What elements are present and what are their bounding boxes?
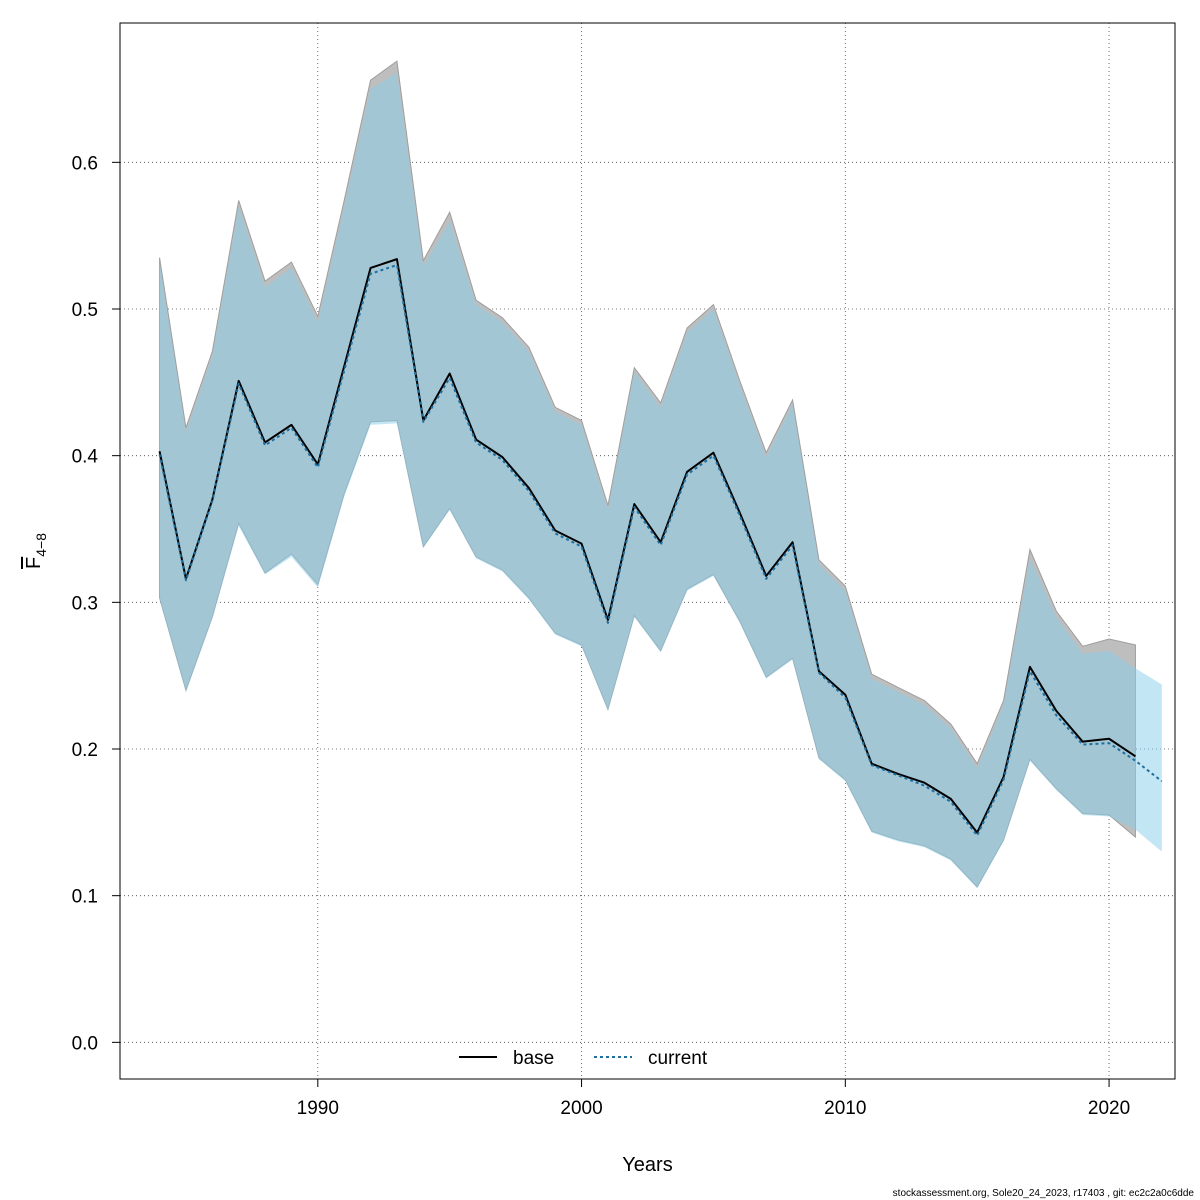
plot-frame bbox=[119, 22, 1176, 1080]
footer-note: stockassessment.org, Sole20_24_2023, r17… bbox=[893, 1188, 1195, 1199]
y-tick-label: 0.5 bbox=[72, 300, 98, 321]
legend: base current bbox=[459, 1048, 708, 1069]
x-axis-title: Years bbox=[622, 1154, 672, 1176]
svg-text:F4−8: F4−8 bbox=[23, 533, 49, 569]
x-tick-label: 2000 bbox=[560, 1098, 602, 1119]
series-lines bbox=[158, 258, 1163, 837]
y-tick-label: 0.0 bbox=[72, 1033, 98, 1054]
x-tick-label: 1990 bbox=[297, 1098, 339, 1119]
y-tick-label: 0.3 bbox=[72, 593, 98, 614]
y-axis-title: F4−8 bbox=[23, 533, 49, 569]
y-axis-title-subscript: 4−8 bbox=[33, 533, 49, 557]
y-tick-label: 0.1 bbox=[72, 887, 98, 908]
x-tick-label: 2010 bbox=[824, 1098, 866, 1119]
confidence-bands bbox=[159, 60, 1162, 889]
y-axis: 0.0 0.1 0.2 0.3 0.4 0.5 0.6 bbox=[72, 153, 120, 1054]
legend-base-label: base bbox=[513, 1048, 554, 1069]
y-tick-label: 0.6 bbox=[72, 153, 98, 174]
confidence-band-current bbox=[159, 72, 1162, 889]
y-tick-label: 0.4 bbox=[72, 447, 99, 468]
legend-current-label: current bbox=[648, 1048, 708, 1069]
y-axis-title-main: F bbox=[23, 557, 45, 569]
y-tick-label: 0.2 bbox=[72, 740, 98, 761]
x-axis: 1990 2000 2010 2020 bbox=[297, 1079, 1130, 1119]
x-tick-label: 2020 bbox=[1088, 1098, 1130, 1119]
series-line-current bbox=[158, 264, 1163, 837]
